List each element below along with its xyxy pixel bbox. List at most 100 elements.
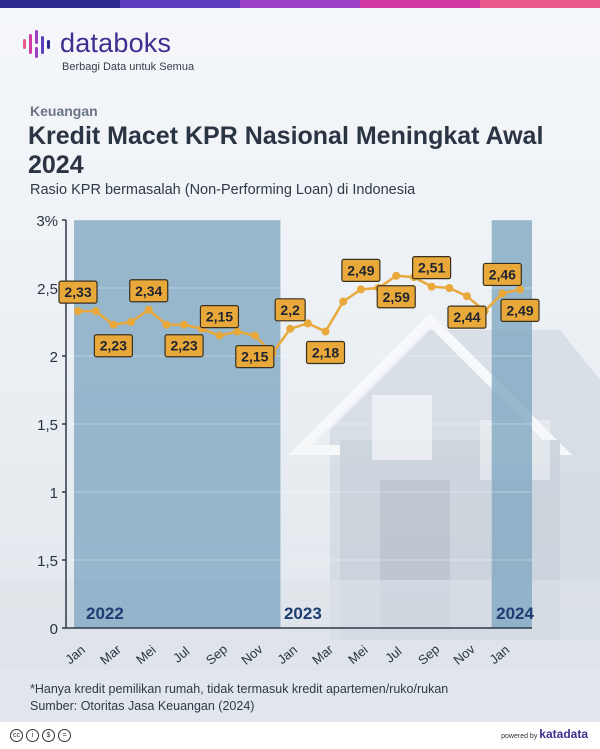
y-tick-label: 1,5 — [37, 417, 58, 434]
data-label-box — [500, 298, 540, 322]
data-point — [215, 331, 224, 340]
data-label-box — [235, 345, 275, 369]
data-label-box — [482, 262, 522, 287]
brand-bar-segment — [480, 0, 600, 8]
y-tick-label: 0 — [50, 621, 58, 638]
nc-icon: $ — [42, 729, 55, 742]
data-point — [339, 297, 348, 306]
data-point — [462, 292, 471, 301]
data-label-box — [199, 305, 240, 329]
data-label: 2,15 — [199, 305, 240, 329]
data-label: 2,2 — [274, 298, 306, 322]
source-text: Sumber: Otoritas Jasa Keuangan (2024) — [30, 699, 255, 713]
bottom-bar: cc i $ = powered by katadata — [0, 722, 600, 749]
data-label-text: 2,15 — [206, 309, 233, 325]
data-point — [162, 320, 171, 329]
data-label: 2,33 — [58, 280, 98, 304]
data-label: 2,59 — [376, 285, 416, 309]
data-label-box — [447, 305, 487, 329]
data-point — [445, 284, 454, 292]
data-point — [303, 319, 312, 328]
data-label-box — [305, 340, 346, 365]
data-label-text: 2,44 — [453, 309, 480, 325]
y-tick-label: 2 — [50, 349, 58, 366]
data-label-box — [376, 285, 416, 309]
brand-bar-segment — [240, 0, 360, 8]
page-title: Kredit Macet KPR Nasional Meningkat Awal… — [28, 122, 544, 179]
data-label: 2,34 — [129, 279, 169, 303]
data-label-text: 2,34 — [135, 283, 162, 299]
data-point — [144, 305, 153, 314]
data-point — [516, 285, 524, 294]
data-label: 2,23 — [164, 334, 204, 358]
powered-by: powered by katadata — [501, 727, 588, 741]
cc-icon: cc — [10, 729, 23, 742]
chart-subtitle: Rasio KPR bermasalah (Non-Performing Loa… — [30, 182, 416, 198]
data-label-text: 2,59 — [383, 289, 410, 305]
data-point — [427, 282, 436, 291]
data-point — [74, 307, 82, 316]
data-label-box — [129, 279, 169, 303]
data-point — [498, 289, 507, 298]
data-label-text: 2,18 — [312, 345, 339, 361]
year-label-2023: 2023 — [284, 604, 322, 623]
databoks-logo-icon — [23, 30, 50, 58]
data-point — [356, 285, 365, 294]
data-label-box — [341, 258, 381, 282]
data-point — [233, 327, 242, 336]
data-label-box — [412, 256, 452, 280]
npl-line-chart: 01,511,522,53% Jan Mar Mei Jul Sep Nov Jan Mar M… — [0, 213, 600, 670]
data-label-text: 2,2 — [280, 302, 300, 318]
powered-by-label: powered by — [501, 733, 538, 740]
data-point — [286, 324, 295, 333]
data-label-box — [58, 280, 98, 304]
data-point — [392, 271, 401, 280]
data-label: 2,49 — [341, 258, 381, 282]
year-band-2024 — [491, 220, 532, 628]
data-label-text: 2,23 — [170, 338, 197, 354]
data-label: 2,49 — [500, 298, 540, 322]
y-tick-label: 1,5 — [37, 553, 58, 570]
chart-footnote: *Hanya kredit pemilikan rumah, tidak ter… — [30, 681, 448, 715]
data-label-text: 2,33 — [64, 284, 91, 300]
data-label-text: 2,46 — [489, 266, 516, 282]
data-label: 2,51 — [412, 256, 452, 280]
footnote-text: *Hanya kredit pemilikan rumah, tidak ter… — [30, 682, 449, 696]
data-label: 2,15 — [235, 345, 275, 369]
brand-bar-segment — [120, 0, 240, 8]
data-label-box — [93, 334, 133, 358]
data-label: 2,44 — [447, 305, 487, 329]
data-label-text: 2,15 — [241, 349, 268, 365]
license-icons: cc i $ = — [10, 729, 71, 742]
data-label-text: 2,51 — [418, 260, 445, 276]
data-point — [109, 320, 118, 329]
y-tick-label: 2,5 — [37, 281, 58, 298]
data-label-box — [164, 334, 204, 358]
data-point — [127, 318, 136, 326]
data-point — [250, 331, 259, 340]
brand-bar-segment — [0, 0, 120, 8]
data-point — [321, 327, 330, 336]
data-label-text: 2,49 — [506, 302, 533, 318]
data-point — [180, 320, 189, 329]
brand-tagline: Berbagi Data untuk Semua — [62, 61, 195, 73]
nd-icon: = — [58, 729, 71, 742]
data-label: 2,23 — [93, 334, 133, 358]
y-tick-label: 3% — [36, 213, 58, 230]
brand-color-bar — [0, 0, 600, 8]
y-tick-label: 1 — [50, 485, 58, 502]
data-point — [91, 307, 100, 316]
brand-bar-segment — [360, 0, 480, 8]
data-label-box — [274, 298, 306, 322]
data-label-text: 2,49 — [347, 262, 374, 278]
brand-name: databoks — [60, 28, 172, 58]
category-label: Keuangan — [30, 103, 98, 119]
year-band-2022 — [74, 220, 281, 628]
data-label: 2,18 — [305, 340, 346, 365]
year-label-2024: 2024 — [496, 604, 534, 623]
year-label-2022: 2022 — [86, 604, 124, 623]
by-icon: i — [26, 729, 39, 742]
data-label-text: 2,23 — [100, 338, 127, 354]
katadata-logo: katadata — [539, 727, 588, 741]
